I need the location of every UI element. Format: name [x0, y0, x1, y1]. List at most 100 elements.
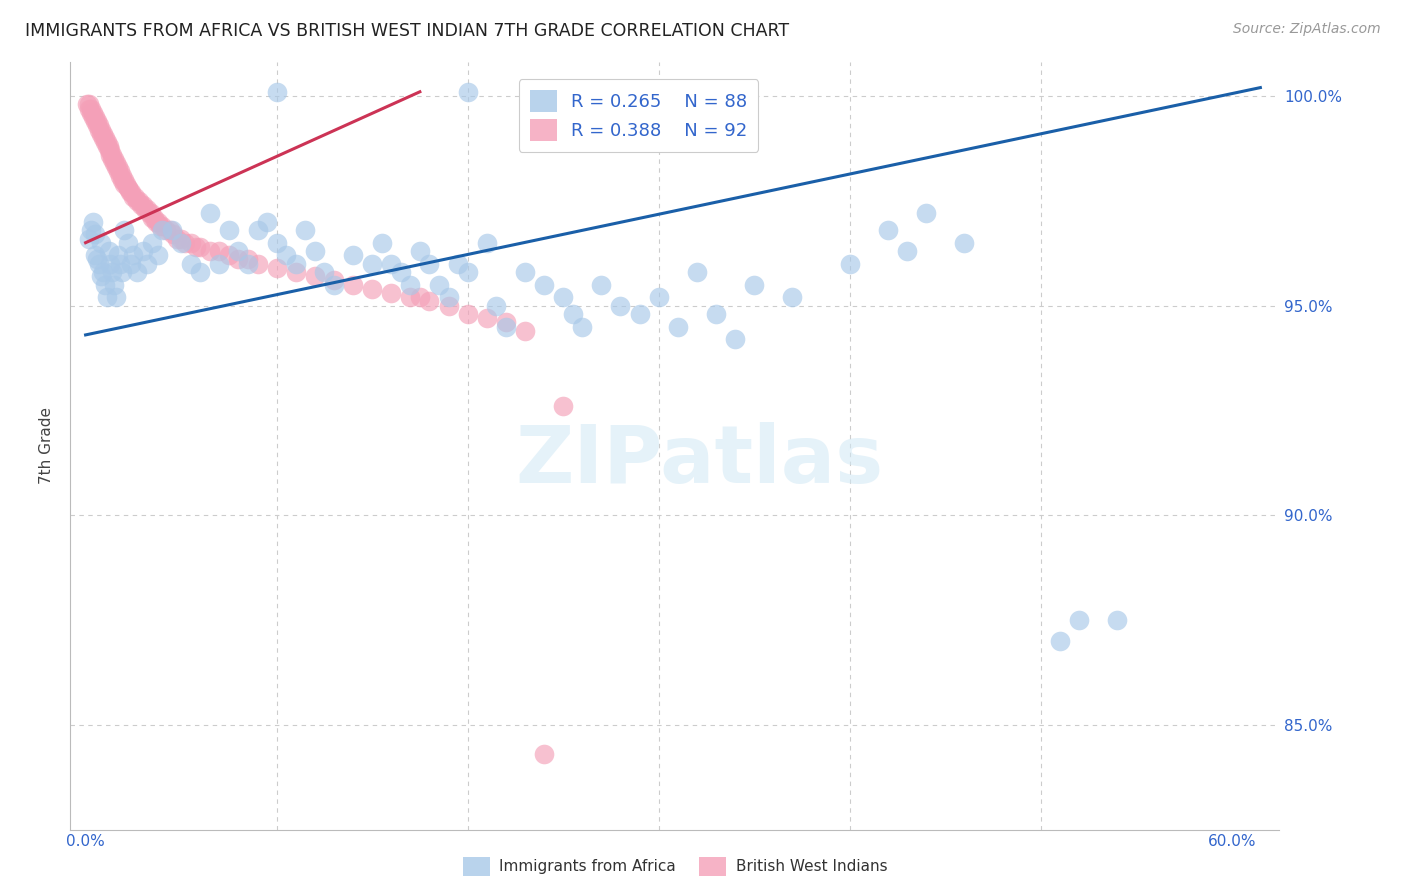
Point — [112, 223, 135, 237]
Point — [132, 244, 155, 258]
Point — [437, 299, 460, 313]
Point — [198, 206, 221, 220]
Point — [91, 265, 114, 279]
Point — [90, 235, 112, 250]
Point — [82, 105, 104, 120]
Text: ZIPatlas: ZIPatlas — [515, 422, 883, 500]
Point — [132, 198, 155, 212]
Point — [107, 248, 129, 262]
Point — [117, 181, 139, 195]
Point — [284, 257, 307, 271]
Point — [485, 299, 508, 313]
Point — [90, 127, 112, 141]
Point — [117, 235, 139, 250]
Point — [361, 257, 384, 271]
Point — [101, 152, 124, 166]
Point — [100, 257, 122, 271]
Point — [533, 277, 555, 292]
Point — [666, 85, 689, 99]
Point — [294, 223, 316, 237]
Point — [96, 139, 118, 153]
Point — [84, 110, 107, 124]
Point — [93, 131, 115, 145]
Point — [97, 139, 120, 153]
Point — [180, 257, 202, 271]
Point — [90, 269, 112, 284]
Point — [84, 227, 107, 242]
Point — [322, 273, 344, 287]
Point — [256, 215, 278, 229]
Point — [533, 747, 555, 761]
Point — [108, 169, 131, 183]
Point — [953, 235, 976, 250]
Point — [143, 211, 166, 225]
Point — [101, 147, 124, 161]
Point — [495, 319, 517, 334]
Y-axis label: 7th Grade: 7th Grade — [39, 408, 55, 484]
Point — [457, 307, 479, 321]
Point — [475, 235, 498, 250]
Point — [141, 211, 163, 225]
Point — [103, 156, 125, 170]
Point — [342, 277, 364, 292]
Point — [704, 307, 727, 321]
Point — [160, 223, 183, 237]
Point — [162, 227, 184, 242]
Point — [111, 265, 134, 279]
Point — [188, 240, 211, 254]
Point — [304, 269, 326, 284]
Point — [105, 160, 128, 174]
Point — [896, 244, 918, 258]
Point — [166, 231, 188, 245]
Point — [314, 265, 336, 279]
Point — [86, 118, 108, 132]
Point — [84, 248, 107, 262]
Point — [591, 277, 613, 292]
Point — [135, 202, 157, 216]
Point — [91, 127, 114, 141]
Point — [418, 294, 440, 309]
Point — [86, 252, 108, 267]
Point — [266, 260, 288, 275]
Point — [284, 265, 307, 279]
Point — [1107, 613, 1129, 627]
Point — [647, 290, 669, 304]
Point — [276, 248, 298, 262]
Point — [342, 248, 364, 262]
Point — [513, 324, 536, 338]
Point — [79, 97, 101, 112]
Point — [122, 248, 145, 262]
Point — [105, 156, 128, 170]
Point — [208, 244, 231, 258]
Point — [97, 244, 120, 258]
Point — [457, 265, 479, 279]
Point — [609, 299, 631, 313]
Point — [87, 257, 110, 271]
Point — [79, 231, 101, 245]
Point — [127, 265, 149, 279]
Text: Source: ZipAtlas.com: Source: ZipAtlas.com — [1233, 22, 1381, 37]
Point — [742, 277, 765, 292]
Point — [105, 290, 128, 304]
Point — [838, 257, 860, 271]
Point — [87, 122, 110, 136]
Point — [128, 194, 150, 208]
Point — [97, 144, 120, 158]
Point — [409, 290, 432, 304]
Point — [553, 290, 575, 304]
Point — [389, 265, 412, 279]
Point — [304, 244, 326, 258]
Point — [150, 223, 173, 237]
Point — [120, 186, 142, 200]
Point — [409, 244, 432, 258]
Point — [149, 219, 172, 233]
Point — [457, 85, 479, 99]
Point — [135, 257, 157, 271]
Point — [80, 102, 103, 116]
Point — [101, 265, 124, 279]
Point — [114, 177, 136, 191]
Point — [138, 206, 160, 220]
Point — [628, 307, 651, 321]
Point — [90, 122, 112, 136]
Point — [380, 257, 402, 271]
